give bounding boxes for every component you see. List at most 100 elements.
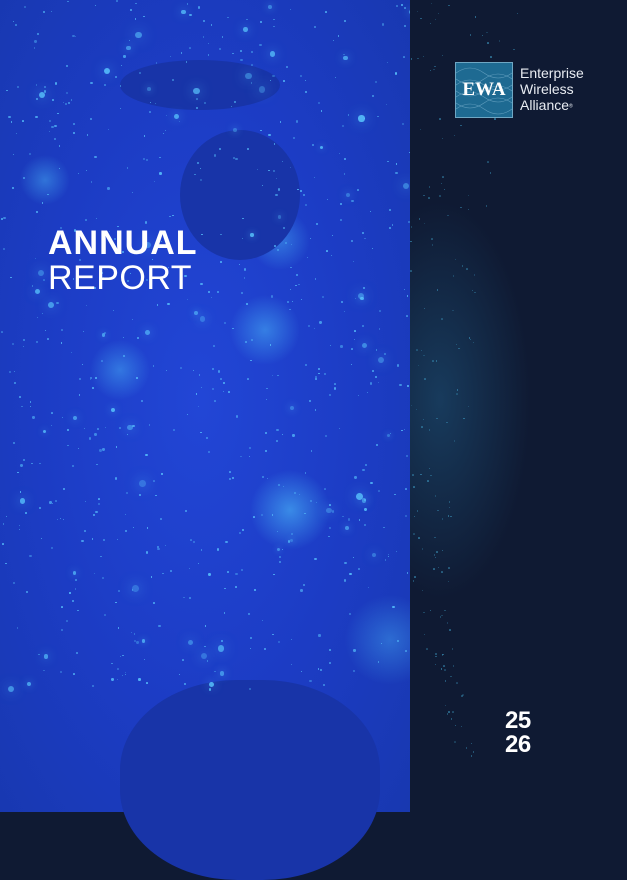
city-light	[289, 9, 292, 11]
city-light	[273, 573, 275, 576]
city-light	[219, 147, 222, 151]
city-light	[201, 386, 203, 389]
city-light	[434, 65, 436, 68]
city-light	[410, 58, 413, 60]
city-light	[210, 297, 212, 299]
city-light	[287, 540, 291, 543]
city-light	[250, 339, 253, 342]
city-light	[279, 121, 282, 124]
city-light	[130, 272, 132, 274]
city-light	[431, 238, 433, 240]
city-light	[434, 536, 436, 539]
city-light	[350, 364, 353, 366]
city-light	[467, 208, 470, 211]
city-light	[328, 662, 331, 664]
city-light	[101, 333, 106, 337]
city-light	[77, 609, 79, 612]
city-light	[410, 404, 413, 407]
city-light	[267, 169, 270, 172]
city-light	[481, 34, 484, 37]
city-light	[444, 680, 447, 682]
ewa-logo-mark: EWA	[455, 62, 513, 118]
city-light	[262, 184, 264, 186]
city-light	[462, 694, 464, 696]
city-light	[281, 433, 284, 436]
city-light	[194, 173, 196, 176]
city-light	[188, 597, 191, 600]
city-light	[343, 53, 345, 56]
city-light	[277, 641, 280, 644]
city-light	[249, 688, 251, 690]
city-light	[131, 589, 134, 591]
city-light	[126, 45, 131, 51]
city-light	[131, 631, 133, 634]
city-light	[292, 136, 295, 140]
city-light	[61, 417, 64, 419]
city-light	[295, 273, 298, 276]
city-light	[119, 242, 121, 245]
city-light	[343, 311, 346, 313]
city-light	[304, 363, 307, 366]
city-light	[370, 211, 372, 213]
city-light	[340, 345, 343, 348]
city-light	[466, 268, 468, 270]
city-light	[111, 407, 115, 412]
city-light	[89, 117, 92, 120]
city-light	[318, 368, 320, 370]
city-light	[195, 393, 198, 395]
city-light	[300, 298, 302, 300]
city-light	[60, 628, 63, 631]
city-light	[73, 673, 75, 675]
city-light	[247, 378, 249, 380]
city-light	[365, 463, 368, 466]
city-light	[364, 508, 367, 511]
city-light	[92, 513, 96, 517]
city-light	[272, 74, 275, 78]
city-light	[120, 65, 122, 67]
city-light	[55, 82, 58, 85]
city-light	[5, 89, 8, 92]
city-light	[2, 248, 5, 250]
city-light	[71, 465, 75, 468]
city-light	[100, 555, 102, 558]
city-light	[311, 144, 314, 147]
city-light	[89, 379, 91, 381]
city-light	[299, 190, 302, 193]
city-light	[356, 493, 364, 500]
city-light	[155, 495, 157, 497]
city-light	[377, 381, 379, 383]
city-light	[276, 439, 278, 442]
city-light	[376, 444, 378, 446]
city-light	[439, 118, 441, 120]
city-light	[20, 464, 23, 467]
city-light	[147, 87, 152, 92]
city-light	[189, 568, 191, 570]
city-light	[377, 115, 380, 118]
city-light	[119, 107, 122, 110]
city-light	[229, 470, 231, 473]
city-light	[146, 551, 149, 554]
city-light	[404, 514, 407, 517]
city-light	[397, 639, 400, 642]
city-light	[193, 87, 200, 94]
city-light	[212, 345, 215, 348]
city-light	[18, 396, 21, 398]
city-light	[155, 102, 157, 104]
city-light	[246, 19, 248, 21]
city-light	[129, 8, 132, 11]
city-light	[370, 481, 373, 485]
city-light	[278, 188, 281, 191]
city-light	[314, 25, 317, 28]
city-light	[159, 172, 162, 175]
city-light	[452, 275, 455, 277]
city-light	[317, 102, 321, 105]
city-light	[122, 355, 126, 358]
city-light	[331, 235, 333, 237]
city-light	[428, 429, 431, 431]
city-light	[358, 519, 361, 521]
city-light	[65, 92, 68, 95]
city-light	[23, 6, 27, 9]
city-light	[452, 711, 454, 713]
city-light	[362, 469, 365, 472]
city-light	[260, 129, 262, 132]
